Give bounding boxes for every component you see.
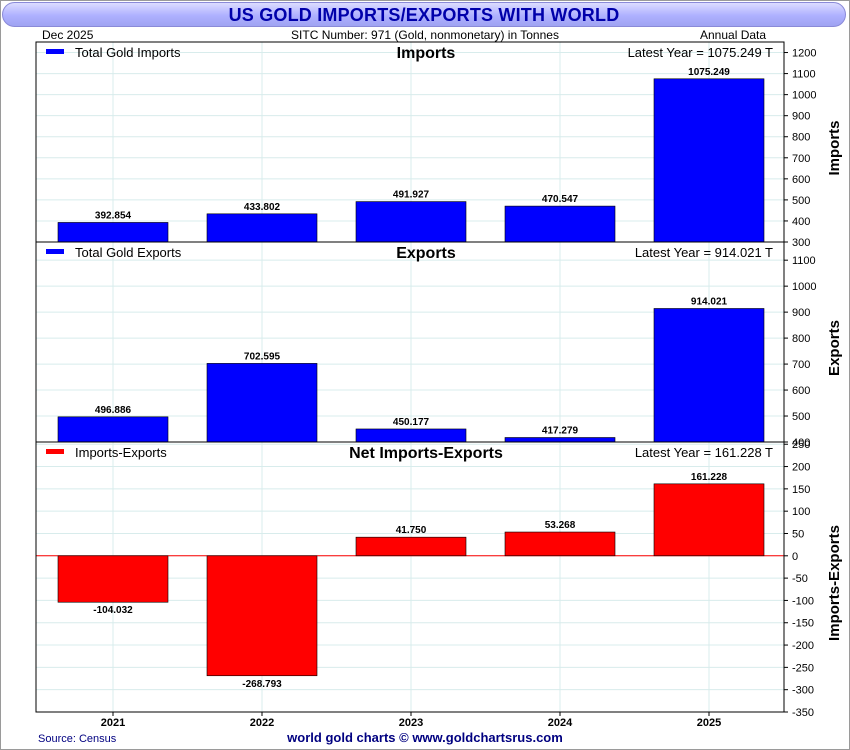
x-tick-label: 2021: [101, 717, 125, 729]
chart-title: US GOLD IMPORTS/EXPORTS WITH WORLD: [228, 5, 620, 25]
exports-bar-2022: [206, 363, 318, 443]
imports-y-tick-label: 1100: [792, 69, 816, 81]
imports-exports-y-tick-label: -300: [792, 685, 814, 697]
imports-y-tick-label: 500: [792, 195, 810, 207]
imports-exports-y-tick-label: -150: [792, 618, 814, 630]
imports-exports-y-tick-label: 200: [792, 462, 810, 474]
x-tick-label: 2024: [548, 717, 573, 729]
exports-bar-2024: [504, 437, 616, 443]
imports-exports-value-label: -104.032: [93, 605, 133, 616]
imports-exports-y-tick-label: 100: [792, 506, 810, 518]
imports-exports-legend-swatch: [46, 449, 64, 454]
imports-exports-y-tick-label: -250: [792, 662, 814, 674]
exports-value-label: 496.886: [95, 405, 132, 416]
imports-y-tick-label: 400: [792, 216, 810, 228]
imports-exports-value-label: 161.228: [691, 472, 728, 483]
imports-exports-y-tick-label: 0: [792, 551, 798, 563]
imports-panel-title: Imports: [397, 45, 456, 62]
exports-y-tick-label: 1000: [792, 281, 816, 293]
imports-exports-legend-label: Imports-Exports: [75, 445, 167, 460]
date-label: Dec 2025: [42, 28, 94, 42]
imports-bar-2025: [653, 78, 765, 243]
imports-exports-y-tick-label: -200: [792, 640, 814, 652]
source-label: Source: Census: [38, 733, 117, 745]
exports-value-label: 914.021: [691, 296, 728, 307]
imports-value-label: 1075.249: [688, 67, 730, 78]
imports-exports-axis-title: Imports-Exports: [826, 525, 843, 641]
imports-exports-bar-2022: [206, 555, 318, 677]
imports-y-tick-label: 1200: [792, 48, 816, 60]
exports-y-tick-label: 900: [792, 307, 810, 319]
imports-bar-2022: [206, 213, 318, 243]
imports-legend-label: Total Gold Imports: [75, 45, 181, 60]
exports-y-tick-label: 800: [792, 333, 810, 345]
imports-exports-value-label: 41.750: [396, 525, 427, 536]
frequency-label: Annual Data: [700, 28, 767, 42]
exports-bar-2023: [355, 428, 467, 443]
exports-value-label: 417.279: [542, 426, 579, 437]
imports-y-tick-label: 300: [792, 237, 810, 249]
imports-exports-bar-2023: [355, 536, 467, 557]
imports-bar-2024: [504, 205, 616, 243]
exports-y-tick-label: 1100: [792, 255, 816, 267]
exports-axis-title: Exports: [826, 320, 843, 376]
exports-value-label: 702.595: [244, 351, 281, 362]
imports-exports-bar-2021: [57, 555, 169, 603]
imports-y-tick-label: 700: [792, 153, 810, 165]
exports-y-tick-label: 600: [792, 385, 810, 397]
exports-legend-swatch: [46, 249, 64, 254]
exports-bar-2021: [57, 416, 169, 443]
imports-exports-value-label: 53.268: [545, 520, 576, 531]
imports-exports-value-label: -268.793: [242, 679, 282, 690]
imports-y-tick-label: 1000: [792, 90, 816, 102]
plot-border: [35, 41, 785, 713]
imports-latest-label: Latest Year = 1075.249 T: [628, 45, 773, 60]
imports-exports-y-tick-label: 250: [792, 439, 810, 451]
exports-value-label: 450.177: [393, 417, 430, 428]
x-tick-label: 2025: [697, 717, 721, 729]
credit-label: world gold charts © www.goldchartsrus.co…: [287, 730, 563, 745]
x-tick-label: 2023: [399, 717, 423, 729]
imports-value-label: 433.802: [244, 202, 281, 213]
imports-y-tick-label: 800: [792, 132, 810, 144]
imports-exports-panel-title: Net Imports-Exports: [349, 445, 503, 462]
exports-latest-label: Latest Year = 914.021 T: [635, 245, 773, 260]
imports-bar-2023: [355, 201, 467, 243]
imports-bar-2021: [57, 222, 169, 243]
exports-bar-2025: [653, 308, 765, 443]
imports-value-label: 470.547: [542, 194, 579, 205]
exports-y-tick-label: 400: [792, 437, 810, 449]
imports-value-label: 491.927: [393, 190, 430, 201]
sitc-label: SITC Number: 971 (Gold, nonmonetary) in …: [291, 28, 559, 42]
imports-exports-y-tick-label: 150: [792, 484, 810, 496]
imports-exports-bar-2024: [504, 531, 616, 557]
x-tick-label: 2022: [250, 717, 274, 729]
exports-y-tick-label: 700: [792, 359, 810, 371]
imports-legend-swatch: [46, 49, 64, 54]
imports-axis-title: Imports: [826, 120, 843, 175]
imports-exports-y-tick-label: -50: [792, 573, 808, 585]
imports-y-tick-label: 600: [792, 174, 810, 186]
exports-y-tick-label: 500: [792, 411, 810, 423]
imports-value-label: 392.854: [95, 210, 132, 221]
imports-y-tick-label: 900: [792, 111, 810, 123]
chart-title-bar: US GOLD IMPORTS/EXPORTS WITH WORLD: [2, 2, 846, 27]
imports-exports-y-tick-label: -100: [792, 595, 814, 607]
imports-exports-y-tick-label: 50: [792, 528, 804, 540]
imports-exports-latest-label: Latest Year = 161.228 T: [635, 445, 773, 460]
exports-legend-label: Total Gold Exports: [75, 245, 182, 260]
exports-panel-title: Exports: [396, 245, 456, 262]
imports-exports-bar-2025: [653, 483, 765, 557]
imports-exports-y-tick-label: -350: [792, 707, 814, 719]
